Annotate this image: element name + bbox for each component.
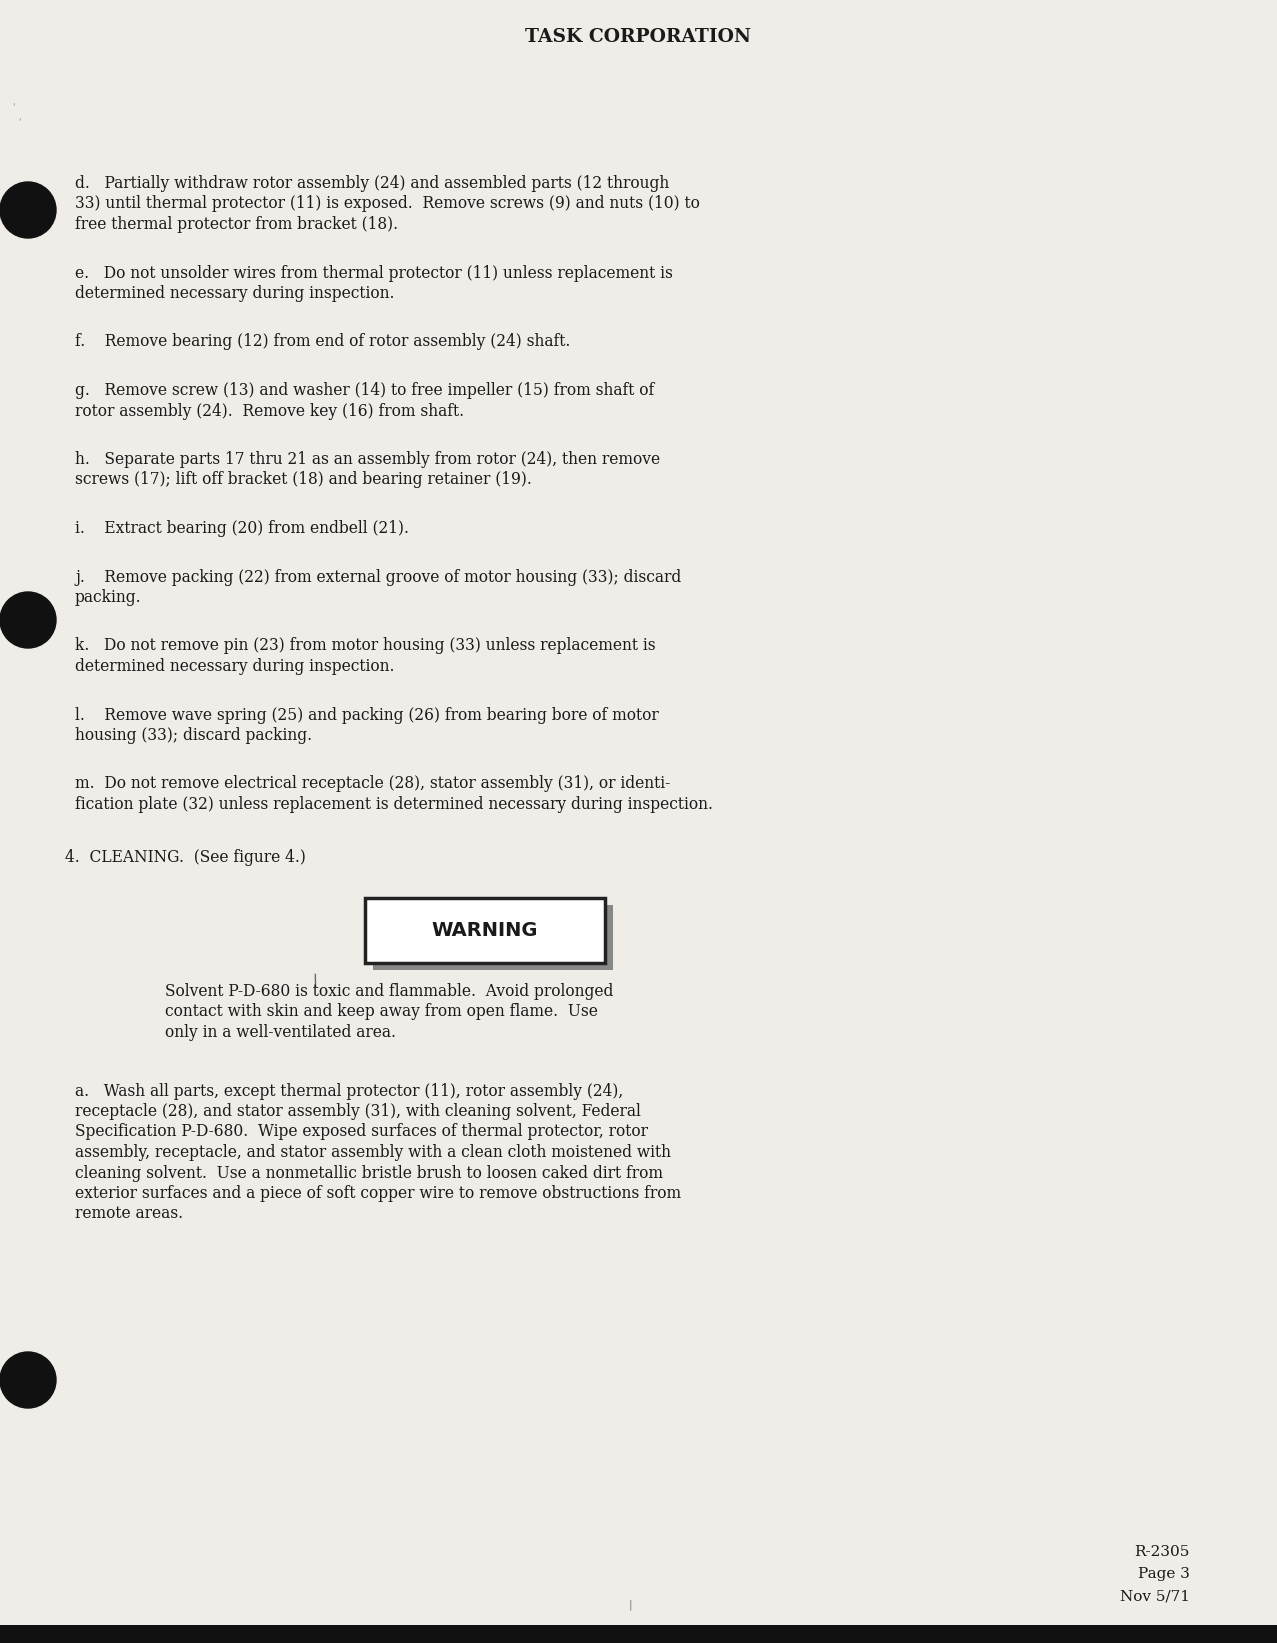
Text: j.    Remove packing (22) from external groove of motor housing (33); discard: j. Remove packing (22) from external gro…: [75, 568, 681, 585]
Text: l.    Remove wave spring (25) and packing (26) from bearing bore of motor: l. Remove wave spring (25) and packing (…: [75, 706, 659, 723]
Text: exterior surfaces and a piece of soft copper wire to remove obstructions from: exterior surfaces and a piece of soft co…: [75, 1185, 681, 1203]
Text: fication plate (32) unless replacement is determined necessary during inspection: fication plate (32) unless replacement i…: [75, 795, 713, 813]
Text: housing (33); discard packing.: housing (33); discard packing.: [75, 726, 312, 744]
Text: 4.  CLEANING.  (See figure 4.): 4. CLEANING. (See figure 4.): [65, 849, 306, 866]
Text: Solvent P-D-680 is toxic and flammable.  Avoid prolonged: Solvent P-D-680 is toxic and flammable. …: [165, 983, 613, 1001]
Text: WARNING: WARNING: [432, 922, 538, 940]
Text: f.    Remove bearing (12) from end of rotor assembly (24) shaft.: f. Remove bearing (12) from end of rotor…: [75, 334, 571, 350]
Text: |: |: [628, 1600, 632, 1610]
Text: TASK CORPORATION: TASK CORPORATION: [525, 28, 751, 46]
Text: screws (17); lift off bracket (18) and bearing retainer (19).: screws (17); lift off bracket (18) and b…: [75, 472, 533, 488]
Text: 33) until thermal protector (11) is exposed.  Remove screws (9) and nuts (10) to: 33) until thermal protector (11) is expo…: [75, 196, 700, 212]
Text: i.    Extract bearing (20) from endbell (21).: i. Extract bearing (20) from endbell (21…: [75, 519, 409, 537]
Text: Specification P-D-680.  Wipe exposed surfaces of thermal protector, rotor: Specification P-D-680. Wipe exposed surf…: [75, 1124, 647, 1140]
Text: e.   Do not unsolder wires from thermal protector (11) unless replacement is: e. Do not unsolder wires from thermal pr…: [75, 265, 673, 281]
Text: a.   Wash all parts, except thermal protector (11), rotor assembly (24),: a. Wash all parts, except thermal protec…: [75, 1083, 623, 1099]
Text: remote areas.: remote areas.: [75, 1206, 183, 1222]
Text: R-2305: R-2305: [1135, 1544, 1190, 1559]
Text: m.  Do not remove electrical receptacle (28), stator assembly (31), or identi-: m. Do not remove electrical receptacle (…: [75, 775, 670, 792]
Text: receptacle (28), and stator assembly (31), with cleaning solvent, Federal: receptacle (28), and stator assembly (31…: [75, 1102, 641, 1121]
Text: k.   Do not remove pin (23) from motor housing (33) unless replacement is: k. Do not remove pin (23) from motor hou…: [75, 637, 655, 654]
Text: rotor assembly (24).  Remove key (16) from shaft.: rotor assembly (24). Remove key (16) fro…: [75, 403, 464, 419]
Text: determined necessary during inspection.: determined necessary during inspection.: [75, 284, 395, 302]
Circle shape: [0, 591, 56, 647]
Text: determined necessary during inspection.: determined necessary during inspection.: [75, 657, 395, 675]
Text: h.   Separate parts 17 thru 21 as an assembly from rotor (24), then remove: h. Separate parts 17 thru 21 as an assem…: [75, 450, 660, 468]
Circle shape: [0, 182, 56, 238]
Text: only in a well-ventilated area.: only in a well-ventilated area.: [165, 1024, 396, 1042]
Bar: [365, 899, 605, 963]
Text: g.   Remove screw (13) and washer (14) to free impeller (15) from shaft of: g. Remove screw (13) and washer (14) to …: [75, 383, 654, 399]
Text: packing.: packing.: [75, 588, 142, 606]
Text: ': ': [11, 102, 14, 112]
Text: free thermal protector from bracket (18).: free thermal protector from bracket (18)…: [75, 215, 398, 233]
Text: \: \: [310, 973, 319, 989]
Text: ': ': [18, 117, 20, 127]
Bar: [0, 1625, 1277, 1643]
Text: assembly, receptacle, and stator assembly with a clean cloth moistened with: assembly, receptacle, and stator assembl…: [75, 1144, 670, 1162]
Circle shape: [0, 1352, 56, 1408]
Text: d.   Partially withdraw rotor assembly (24) and assembled parts (12 through: d. Partially withdraw rotor assembly (24…: [75, 176, 669, 192]
Text: Nov 5/71: Nov 5/71: [1120, 1589, 1190, 1604]
Bar: [373, 905, 613, 969]
Text: Page 3: Page 3: [1138, 1567, 1190, 1581]
Text: contact with skin and keep away from open flame.  Use: contact with skin and keep away from ope…: [165, 1004, 598, 1020]
Text: cleaning solvent.  Use a nonmetallic bristle brush to loosen caked dirt from: cleaning solvent. Use a nonmetallic bris…: [75, 1165, 663, 1181]
